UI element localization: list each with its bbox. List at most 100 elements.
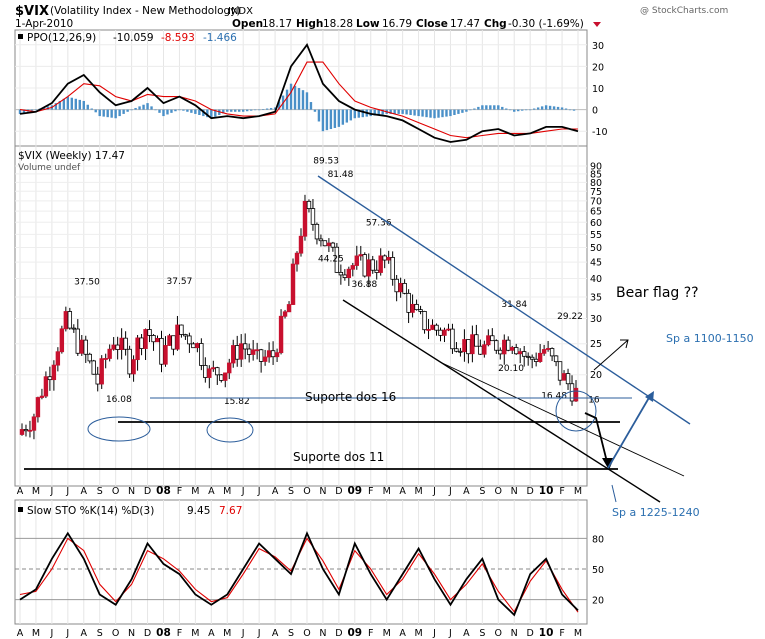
- sto-legend-swatch: [18, 507, 23, 512]
- candle-body: [322, 240, 328, 247]
- candle-body: [223, 372, 228, 381]
- sto-legend-label: Slow STO %K(14) %D(3): [27, 505, 154, 517]
- ppo-histogram-bar: [126, 109, 129, 112]
- candle-body: [430, 324, 435, 330]
- candle-body: [518, 351, 523, 355]
- candle-body: [422, 310, 427, 331]
- ppo-histogram-bar: [317, 109, 321, 122]
- ppo-histogram-bar: [540, 106, 544, 110]
- x-tick-label: M: [414, 486, 422, 497]
- x-tick-label: M: [223, 486, 231, 497]
- ppo-histogram-bar: [313, 109, 317, 112]
- price-legend-label: $VIX (Weekly) 17.47: [18, 150, 125, 162]
- x-tick-label: M: [383, 628, 391, 639]
- x-tick-label: J: [65, 486, 69, 497]
- ppo-histogram-bar: [449, 109, 452, 117]
- candle-body: [330, 242, 336, 248]
- x-tick-label: A: [463, 628, 470, 639]
- ppo-histogram-bar: [301, 90, 305, 110]
- price-y-tick: 20: [590, 370, 602, 381]
- candle-body: [290, 263, 296, 305]
- candle-body: [390, 257, 395, 280]
- ppo-histogram-bar: [214, 109, 217, 117]
- candle-body: [426, 329, 431, 331]
- ppo-histogram-bar: [369, 109, 372, 117]
- candle-body: [39, 395, 45, 398]
- ppo-histogram-bar: [226, 109, 229, 112]
- candle-body: [79, 339, 84, 354]
- ppo-histogram-bar: [345, 109, 349, 123]
- candle-body: [107, 348, 112, 359]
- candle-body: [59, 328, 65, 353]
- ppo-histogram-bar: [190, 109, 193, 113]
- x-tick-label: S: [97, 628, 103, 639]
- candle-body: [398, 282, 403, 293]
- ppo-histogram-bar: [397, 109, 400, 114]
- candle-body: [342, 274, 348, 278]
- low-15-82-ellipse: [206, 417, 254, 443]
- x-tick-label: J: [257, 628, 261, 639]
- ppo-histogram-bar: [166, 109, 169, 115]
- price-label: 81.48: [328, 170, 354, 180]
- x-tick-label: N: [128, 486, 135, 497]
- ppo-histogram-bar: [122, 109, 125, 114]
- low-value: 16.79: [382, 18, 412, 30]
- candle-body: [454, 348, 459, 352]
- x-tick-label: S: [479, 628, 485, 639]
- price-y-tick: 75: [590, 187, 602, 198]
- candle-body: [258, 349, 264, 362]
- exchange: INDX: [228, 6, 253, 17]
- x-tick-label: J: [448, 486, 452, 497]
- bear-flag-pointer: [593, 339, 629, 371]
- candle-body: [151, 335, 156, 343]
- price-label: 36.88: [351, 280, 377, 290]
- candle-body: [143, 329, 148, 349]
- candle-body: [326, 242, 332, 247]
- x-tick-label: D: [335, 628, 342, 639]
- ppo-histogram-bar: [421, 109, 424, 117]
- ppo-histogram-bar: [305, 92, 309, 110]
- ppo-signal-line: [19, 61, 578, 139]
- target-down-label: Sp a 1225-1240: [612, 506, 700, 519]
- candle-body: [298, 235, 304, 254]
- candle-body: [111, 344, 116, 350]
- candle-body: [294, 252, 300, 265]
- mid-channel-line: [439, 361, 685, 477]
- ppo-histogram-bar: [242, 109, 245, 112]
- ppo-histogram-bar: [74, 98, 77, 110]
- ppo-histogram-bar: [417, 109, 420, 117]
- x-tick-label: M: [32, 486, 40, 497]
- ppo-histogram-bar: [353, 109, 356, 119]
- candle-body: [135, 337, 140, 361]
- ppo-histogram-bar: [293, 85, 297, 110]
- candle-body: [557, 361, 563, 381]
- ppo-histogram-bar: [257, 109, 261, 111]
- candle-body: [171, 335, 176, 350]
- x-tick-label: A: [208, 628, 215, 639]
- price-label: 15.82: [224, 397, 250, 407]
- sto-legend: Slow STO %K(14) %D(3) 9.45 7.67: [18, 505, 242, 517]
- x-tick-label: M: [414, 628, 422, 639]
- x-tick-label: J: [241, 486, 245, 497]
- price-y-tick: 90: [590, 162, 602, 173]
- price-label: 31.84: [501, 300, 527, 310]
- candle-body: [573, 387, 579, 402]
- ppo-histogram-bar: [162, 109, 165, 117]
- ppo-histogram-bar: [261, 109, 265, 110]
- ppo-legend-value: -10.059: [113, 32, 154, 44]
- sto-y-tick: 80: [592, 534, 604, 545]
- candle-body: [55, 351, 61, 366]
- candle-body: [266, 350, 272, 358]
- candle-body: [418, 309, 423, 312]
- price-y-tick: 40: [590, 274, 602, 285]
- up-projection: [607, 395, 651, 469]
- ppo-histogram-bar: [513, 109, 516, 112]
- x-tick-label: 10: [539, 627, 554, 639]
- x-tick-label: M: [223, 628, 231, 639]
- bear-flag-line1: Bear flag ??: [616, 285, 699, 301]
- ppo-histogram-bar: [285, 89, 289, 110]
- candle-body: [159, 338, 164, 365]
- support-16-label: Suporte dos 16: [305, 390, 396, 404]
- ppo-histogram-bar: [373, 109, 376, 116]
- x-tick-label: J: [65, 628, 69, 639]
